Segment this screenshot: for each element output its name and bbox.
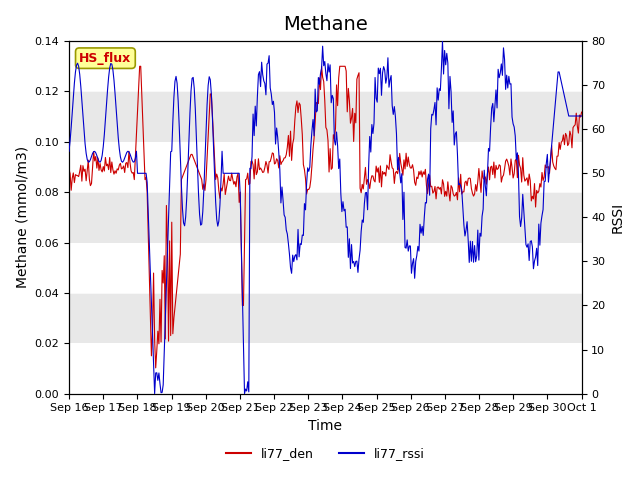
X-axis label: Time: Time bbox=[308, 419, 342, 433]
Bar bbox=[69, 242, 582, 293]
Bar bbox=[69, 142, 582, 192]
Bar bbox=[69, 41, 582, 92]
Title: Methane: Methane bbox=[283, 15, 368, 34]
Text: HS_flux: HS_flux bbox=[79, 52, 132, 65]
Y-axis label: RSSI: RSSI bbox=[611, 202, 625, 233]
Y-axis label: Methane (mmol/m3): Methane (mmol/m3) bbox=[15, 146, 29, 288]
Bar bbox=[69, 343, 582, 394]
Legend: li77_den, li77_rssi: li77_den, li77_rssi bbox=[221, 442, 429, 465]
